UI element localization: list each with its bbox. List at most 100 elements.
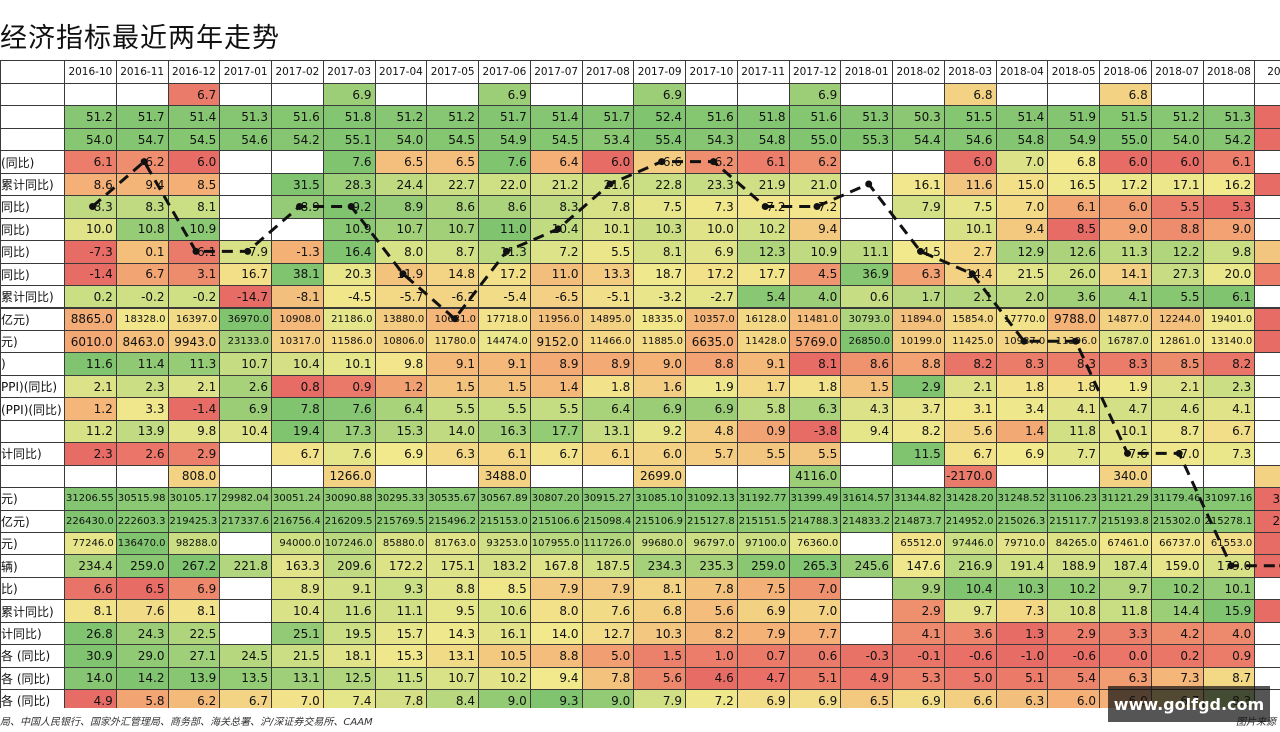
- data-cell: 9.2: [633, 419, 686, 444]
- data-cell: 2699.0: [633, 464, 686, 489]
- data-cell: 216.9: [943, 554, 997, 578]
- data-cell: 11.1: [374, 599, 428, 623]
- source-note: 局、中国人民银行、国家外汇管理局、商务部、海关总署、沪/深证券交易所、CAAM: [0, 717, 373, 728]
- data-cell: 21.9: [736, 172, 790, 197]
- data-cell: 4.5: [892, 240, 945, 264]
- data-cell: 11780.0: [426, 329, 479, 354]
- data-cell: 808.0: [167, 464, 221, 489]
- data-cell: 6.7: [1202, 419, 1256, 444]
- data-cell: 6.8: [1099, 83, 1152, 107]
- data-cell: 30807.20: [529, 487, 583, 511]
- data-cell: [1047, 83, 1100, 107]
- data-cell: 51.7: [115, 105, 169, 129]
- data-cell: 215106.6: [529, 509, 583, 533]
- data-cell: 10.6: [478, 599, 531, 623]
- data-cell: 31206.55: [64, 487, 117, 511]
- data-cell: 1.5: [426, 374, 479, 399]
- column-header: 2018-05: [1047, 60, 1100, 84]
- data-cell: 235.3: [685, 554, 738, 578]
- data-cell: 10.1: [581, 217, 635, 242]
- data-cell: 61553.0: [1202, 532, 1256, 556]
- data-cell: 54.2: [271, 127, 324, 152]
- data-cell: 147.6: [892, 554, 945, 578]
- data-cell: 36970.0: [219, 307, 272, 331]
- data-cell: 54.8: [995, 127, 1049, 152]
- data-cell: 31248.52: [995, 487, 1049, 511]
- data-cell: 15.9: [1202, 599, 1256, 623]
- data-cell: 11.8: [1099, 599, 1152, 623]
- data-cell: 8.3: [1047, 352, 1100, 376]
- data-cell: 4.6: [685, 666, 738, 691]
- row-label: 同比): [0, 262, 65, 287]
- data-cell: [219, 599, 272, 623]
- data-cell: 1.8: [1047, 374, 1100, 399]
- data-cell: 4.1: [1202, 397, 1256, 421]
- data-cell: 1.4: [995, 419, 1049, 444]
- data-cell: 3.4: [995, 397, 1049, 421]
- data-cell: 2.1: [167, 374, 221, 399]
- data-cell: 17.7: [736, 262, 790, 287]
- data-cell: 5: [1254, 127, 1280, 152]
- data-cell: 2.6: [219, 374, 272, 399]
- data-cell: 14.3: [426, 621, 479, 646]
- data-cell: 2.3: [115, 374, 169, 399]
- row-label: [0, 127, 65, 152]
- data-cell: -4.5: [322, 285, 376, 309]
- data-cell: -5.7: [374, 285, 428, 309]
- data-cell: 136470.0: [115, 532, 169, 556]
- data-cell: 4.7: [1099, 397, 1152, 421]
- data-cell: -0.6: [943, 644, 997, 668]
- data-cell: 9.0: [478, 689, 531, 708]
- data-cell: 10199.0: [892, 329, 945, 354]
- data-cell: 215769.5: [374, 509, 428, 533]
- data-cell: 9.0: [581, 689, 635, 708]
- data-cell: 1.5: [840, 374, 893, 399]
- data-cell: 6.3: [892, 262, 945, 287]
- column-header: 2017-03: [322, 60, 376, 84]
- data-cell: 1266.0: [322, 464, 376, 489]
- data-cell: 159.0: [1150, 554, 1204, 578]
- data-cell: 4116.0: [788, 464, 842, 489]
- data-cell: 31106.23: [1047, 487, 1100, 511]
- data-cell: 111726.0: [581, 532, 635, 556]
- data-cell: [892, 464, 945, 489]
- data-cell: 8.9: [529, 352, 583, 376]
- data-cell: [892, 83, 945, 107]
- data-cell: 13.1: [581, 419, 635, 444]
- data-cell: 226430.0: [64, 509, 117, 533]
- data-cell: 11.4: [115, 352, 169, 376]
- data-cell: 2.9: [892, 374, 945, 399]
- data-cell: 6.3: [788, 397, 842, 421]
- data-cell: [115, 83, 169, 107]
- data-cell: 31399.49: [788, 487, 842, 511]
- row-label: 同比): [0, 195, 65, 219]
- row-label: 亿元): [0, 509, 65, 533]
- data-cell: 6.7: [943, 442, 997, 466]
- data-cell: 8.2: [943, 352, 997, 376]
- data-cell: 6.0: [1047, 689, 1100, 708]
- data-cell: 5.5: [426, 397, 479, 421]
- column-header: 2018-04: [995, 60, 1049, 84]
- data-cell: 11.5: [892, 442, 945, 466]
- data-cell: 2.0: [995, 285, 1049, 309]
- data-cell: 11.5: [374, 666, 428, 691]
- data-cell: 16.5: [1047, 172, 1100, 197]
- data-cell: 54.3: [685, 127, 738, 152]
- data-cell: 26.0: [1047, 262, 1100, 287]
- data-cell: 7.2: [736, 195, 790, 219]
- data-cell: 1.5: [633, 644, 686, 668]
- data-cell: [840, 195, 893, 219]
- column-header: 2017-02: [271, 60, 324, 84]
- data-cell: [581, 464, 635, 489]
- data-cell: 27.1: [167, 644, 221, 668]
- data-cell: 6010.0: [64, 329, 117, 354]
- data-cell: 214952.0: [943, 509, 997, 533]
- data-cell: 9.1: [426, 352, 479, 376]
- data-cell: 13.1: [426, 644, 479, 668]
- data-cell: [271, 464, 324, 489]
- data-cell: 5.6: [943, 419, 997, 444]
- data-cell: 6.0: [581, 150, 635, 174]
- column-header: 2018-03: [943, 60, 997, 84]
- data-cell: [219, 621, 272, 646]
- data-cell: 25.1: [271, 621, 324, 646]
